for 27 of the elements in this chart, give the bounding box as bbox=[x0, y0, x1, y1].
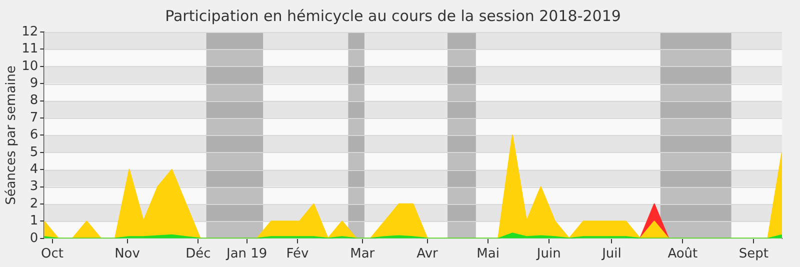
x-tick-label: Mai bbox=[476, 246, 500, 262]
y-tick-label: 2 bbox=[30, 196, 38, 212]
y-tick-label: 0 bbox=[30, 230, 38, 246]
x-tick-label: Août bbox=[668, 246, 698, 262]
y-tick-label: 4 bbox=[30, 162, 38, 177]
x-tick-label: Jan 19 bbox=[225, 246, 268, 262]
x-tick-label: Déc bbox=[186, 246, 211, 262]
y-axis-title: Séances par semaine bbox=[4, 65, 20, 205]
x-tick-label: Mar bbox=[350, 246, 376, 262]
y-tick-label: 3 bbox=[30, 179, 38, 194]
y-tick-label: 6 bbox=[30, 128, 38, 143]
x-tick-label: Juil bbox=[601, 246, 622, 262]
y-tick-label: 7 bbox=[30, 110, 38, 126]
x-tick-label: Sept bbox=[738, 246, 768, 262]
y-tick-label: 10 bbox=[22, 58, 38, 74]
y-tick-label: 9 bbox=[30, 76, 38, 91]
x-tick-label: Fév bbox=[286, 246, 310, 262]
chart-title: Participation en hémicycle au cours de la session 2018-2019 bbox=[165, 6, 621, 25]
y-tick-label: 12 bbox=[22, 24, 38, 40]
x-tick-label: Avr bbox=[416, 246, 438, 262]
y-tick-label: 11 bbox=[22, 42, 38, 57]
y-tick-label: 5 bbox=[30, 144, 38, 160]
x-tick-label: Juin bbox=[536, 246, 561, 262]
x-tick-label: Oct bbox=[41, 246, 64, 262]
y-tick-label: 8 bbox=[30, 93, 38, 108]
x-tick-label: Nov bbox=[114, 246, 140, 262]
y-tick-label: 1 bbox=[30, 214, 38, 229]
